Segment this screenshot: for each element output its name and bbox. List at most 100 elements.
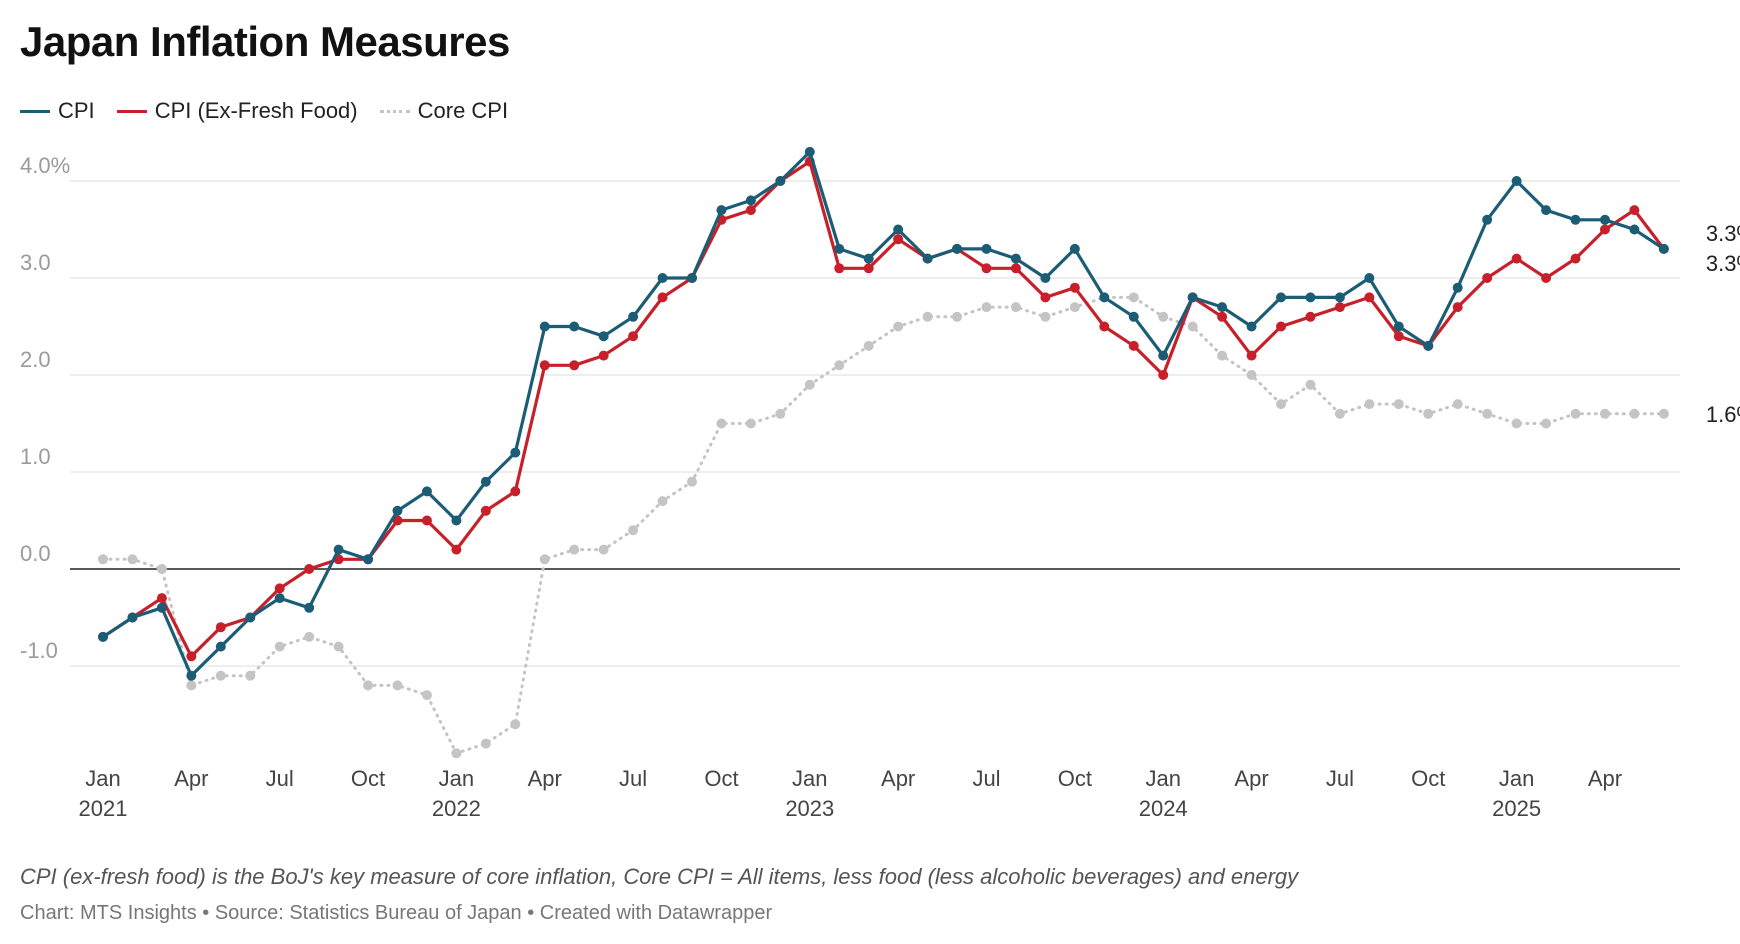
data-point-cpi (1511, 176, 1522, 186)
series-cpi-ex-fresh-food (98, 156, 1669, 662)
data-point-cpi (274, 593, 285, 604)
data-point-core-cpi (1158, 311, 1169, 322)
data-point-cpi (834, 243, 845, 254)
data-point-core-cpi (1511, 418, 1522, 429)
data-point-cpi-ex-fresh-food (1010, 263, 1021, 274)
data-point-core-cpi (1364, 399, 1375, 410)
data-point-cpi (1158, 350, 1169, 361)
data-point-cpi (215, 641, 226, 652)
data-point-cpi (1658, 243, 1669, 254)
data-point-core-cpi (922, 311, 933, 322)
data-point-cpi-ex-fresh-food (1541, 273, 1552, 283)
data-point-cpi (657, 273, 668, 283)
data-point-core-cpi (598, 544, 609, 555)
data-point-cpi (1128, 311, 1139, 322)
data-point-cpi (1187, 292, 1198, 303)
data-point-core-cpi (1334, 408, 1345, 419)
x-tick-label: Jul (266, 766, 294, 791)
data-point-cpi (1099, 292, 1110, 303)
data-point-cpi (127, 612, 138, 623)
data-point-cpi (863, 253, 874, 264)
data-point-cpi-ex-fresh-food (628, 331, 639, 342)
y-tick-label: -1.0 (20, 638, 58, 663)
data-point-cpi (687, 273, 697, 283)
data-point-core-cpi (981, 302, 992, 313)
data-point-cpi (363, 554, 374, 565)
series (98, 146, 1669, 759)
data-point-cpi (1276, 292, 1286, 303)
legend-item-cpi: CPI (20, 98, 95, 124)
data-point-cpi-ex-fresh-food (510, 486, 521, 497)
data-point-cpi-ex-fresh-food (1482, 273, 1493, 283)
data-point-cpi-ex-fresh-food (981, 263, 992, 274)
data-point-core-cpi (687, 476, 697, 487)
series-line-cpi-ex-fresh-food (101, 160, 1666, 658)
data-point-cpi (1040, 273, 1051, 283)
legend-label-cpi: CPI (58, 98, 95, 123)
data-point-core-cpi (451, 748, 462, 759)
data-point-cpi-ex-fresh-food (421, 515, 432, 526)
legend-label-cpi-ex-fresh-food: CPI (Ex-Fresh Food) (154, 98, 358, 123)
data-point-cpi (981, 243, 992, 254)
x-tick-year-label: 2024 (1139, 796, 1188, 821)
data-point-core-cpi (245, 670, 256, 681)
data-point-cpi (333, 544, 344, 555)
data-point-core-cpi (893, 321, 904, 332)
data-point-cpi (1482, 214, 1493, 225)
data-point-cpi (952, 243, 963, 254)
data-point-core-cpi (569, 544, 580, 555)
data-point-cpi-ex-fresh-food (1511, 253, 1522, 264)
x-tick-label: Jul (619, 766, 647, 791)
end-labels: 1.6% 3.3% 3.3% (1706, 221, 1740, 427)
chart-note: CPI (ex-fresh food) is the BoJ's key mea… (20, 864, 1299, 889)
data-point-cpi-ex-fresh-food (1599, 224, 1610, 235)
data-point-core-cpi (1452, 399, 1463, 410)
data-point-core-cpi (421, 690, 432, 701)
data-point-cpi (1010, 253, 1021, 264)
data-point-cpi (1305, 292, 1316, 303)
data-point-cpi (628, 311, 639, 322)
data-point-core-cpi (186, 680, 197, 691)
data-point-cpi-ex-fresh-food (1364, 292, 1375, 303)
x-tick-label: Oct (704, 766, 738, 791)
data-point-core-cpi (127, 554, 138, 565)
data-point-core-cpi (392, 680, 403, 691)
x-tick-label: Jan (85, 766, 120, 791)
data-point-cpi (1599, 214, 1610, 225)
x-tick-label: Apr (174, 766, 208, 791)
data-point-cpi (804, 146, 815, 157)
data-point-cpi (893, 224, 904, 235)
data-point-cpi-ex-fresh-food (480, 505, 491, 516)
data-point-cpi-ex-fresh-food (1276, 321, 1286, 332)
data-point-cpi-ex-fresh-food (1069, 282, 1080, 293)
data-point-cpi-ex-fresh-food (186, 651, 197, 662)
data-point-cpi (1629, 224, 1640, 235)
data-point-cpi (775, 176, 786, 186)
data-point-core-cpi (628, 525, 639, 536)
data-point-cpi-ex-fresh-food (539, 360, 550, 371)
x-tick-year-label: 2023 (785, 796, 834, 821)
data-point-core-cpi (333, 641, 344, 652)
data-point-core-cpi (510, 719, 521, 730)
data-point-cpi-ex-fresh-food (1305, 311, 1316, 322)
data-point-cpi (1246, 321, 1257, 332)
series-cpi (98, 146, 1669, 681)
legend-swatch-cpi (20, 109, 50, 113)
y-tick-label: 4.0% (20, 153, 70, 178)
data-point-core-cpi (834, 360, 845, 371)
x-tick-label: Jul (1326, 766, 1354, 791)
legend-label-core-cpi: Core CPI (417, 98, 509, 123)
data-point-cpi (598, 331, 609, 342)
data-point-cpi (1217, 302, 1228, 313)
data-point-cpi-ex-fresh-food (863, 263, 874, 274)
data-point-core-cpi (1305, 379, 1316, 390)
x-tick-label: Apr (881, 766, 915, 791)
data-point-core-cpi (775, 408, 786, 419)
data-point-core-cpi (1187, 321, 1198, 332)
x-tick-label: Jan (1145, 766, 1180, 791)
data-point-cpi-ex-fresh-food (657, 292, 668, 303)
data-point-cpi (304, 602, 315, 613)
data-point-cpi (1452, 282, 1463, 293)
data-point-core-cpi (1423, 408, 1434, 419)
